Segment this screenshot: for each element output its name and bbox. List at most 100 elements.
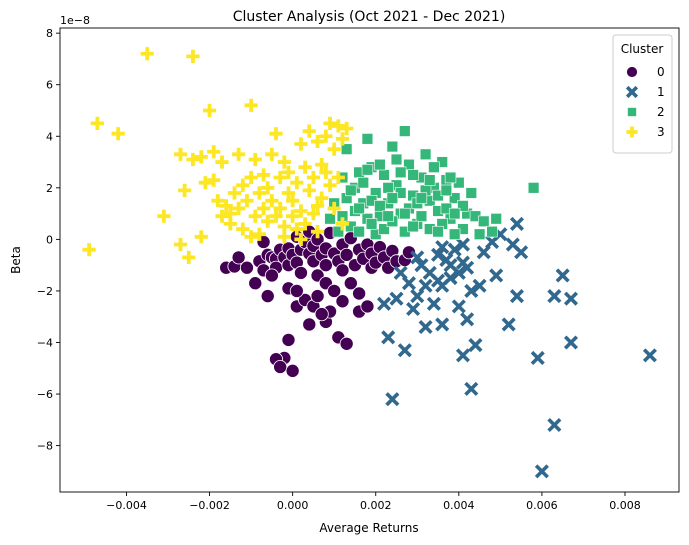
- cluster-2-point: [399, 207, 411, 220]
- cluster-0-point: [264, 268, 279, 283]
- cluster-3-point: [281, 165, 296, 179]
- y-tick-label: −8: [37, 440, 53, 453]
- cluster-3-point: [294, 232, 308, 246]
- cluster-3-point: [302, 183, 316, 197]
- cluster-3-point: [261, 181, 275, 195]
- cluster-1-point: [530, 350, 545, 365]
- cluster-1-point: [563, 335, 579, 350]
- cluster-1-point: [534, 464, 549, 479]
- cluster-3-point: [232, 147, 246, 161]
- cluster-3-point: [269, 209, 283, 223]
- cluster-3-point: [306, 170, 321, 185]
- cluster-3-point: [335, 132, 350, 146]
- cluster-0-point: [248, 276, 263, 291]
- cluster-1-point: [464, 283, 479, 298]
- cluster-0-point: [335, 294, 350, 309]
- cluster-3-point: [248, 152, 262, 167]
- cluster-1-point: [410, 250, 425, 265]
- cluster-3-point: [335, 217, 350, 231]
- cluster-1-point: [381, 330, 396, 345]
- cluster-2-point: [415, 192, 428, 204]
- cluster-2-point: [361, 164, 374, 176]
- cluster-3-point: [323, 178, 337, 192]
- cluster-3-point: [327, 201, 341, 216]
- cluster-1-point: [472, 278, 487, 293]
- points-layer: [82, 47, 657, 479]
- cluster-3-point: [319, 165, 333, 179]
- cluster-3-point: [310, 199, 325, 213]
- cluster-1-point: [451, 299, 466, 314]
- cluster-3-point: [173, 147, 188, 161]
- cluster-0-point: [302, 317, 317, 332]
- y-axis-ticks: −8 −6 −4 −2 0 2 4 6 8: [37, 27, 60, 453]
- cluster-0-point: [360, 299, 375, 314]
- cluster-0-point: [260, 289, 275, 304]
- cluster-3-point: [277, 230, 291, 244]
- cluster-3-point: [202, 103, 217, 118]
- cluster-3-point: [215, 155, 229, 169]
- cluster-2-point: [390, 153, 403, 166]
- x-tick-label: 0.006: [526, 499, 558, 512]
- cluster-3-point: [286, 194, 300, 208]
- cluster-3-point: [211, 194, 225, 208]
- cluster-1-point: [460, 312, 475, 327]
- legend-label-1: 1: [657, 85, 665, 99]
- cluster-0-point: [339, 247, 354, 262]
- legend-label-3: 3: [657, 125, 665, 139]
- cluster-2-point: [399, 125, 411, 137]
- cluster-1-point: [431, 247, 446, 262]
- cluster-3-point: [186, 152, 200, 167]
- cluster-1-point: [389, 291, 404, 306]
- cluster-1-point: [547, 289, 562, 304]
- cluster-3-point: [331, 170, 345, 185]
- cluster-1-point: [377, 296, 392, 311]
- legend-label-0: 0: [657, 65, 665, 79]
- cluster-3-point: [207, 145, 221, 159]
- y-tick-label: −2: [37, 285, 53, 298]
- cluster-0-point: [281, 332, 296, 347]
- cluster-2-point: [353, 225, 365, 238]
- cluster-3-point: [111, 127, 125, 141]
- cluster-2-point: [374, 158, 386, 171]
- cluster-2-point: [415, 210, 428, 222]
- cluster-2-point: [432, 225, 444, 238]
- cluster-1-point: [418, 319, 433, 335]
- cluster-3-point: [315, 158, 329, 172]
- cluster-3-point: [198, 176, 213, 190]
- cluster-3-point: [223, 207, 237, 221]
- cluster-1-point: [555, 268, 570, 283]
- cluster-3-point: [310, 134, 325, 149]
- cluster-3-point: [269, 127, 283, 141]
- cluster-3-point: [90, 116, 104, 130]
- cluster-3-point: [227, 186, 242, 200]
- y-scale-label: 1e−8: [60, 14, 90, 27]
- cluster-3-point: [327, 142, 341, 156]
- cluster-1-point: [509, 216, 525, 231]
- cluster-2-point: [486, 225, 498, 238]
- y-tick-label: −4: [37, 336, 53, 349]
- cluster-3-point: [140, 47, 154, 61]
- cluster-2-point: [340, 143, 353, 155]
- cluster-3-point: [315, 191, 329, 205]
- cluster-1-point: [563, 291, 579, 306]
- x-axis-label: Average Returns: [319, 521, 418, 535]
- cluster-1-point: [426, 296, 441, 311]
- cluster-1-point: [468, 338, 483, 353]
- y-tick-label: 8: [46, 27, 53, 40]
- cluster-2-point: [448, 192, 461, 204]
- cluster-3-point: [236, 222, 250, 236]
- y-tick-label: −6: [37, 388, 53, 401]
- cluster-3-point: [248, 209, 262, 223]
- cluster-1-point: [455, 237, 471, 252]
- cluster-3-point: [82, 243, 96, 257]
- cluster-0-point: [352, 286, 367, 301]
- cluster-3-point: [298, 217, 312, 231]
- cluster-1-point: [443, 258, 458, 273]
- cluster-3-point: [302, 124, 316, 138]
- plot-frame: [59, 27, 680, 493]
- cluster-3-point: [182, 250, 196, 265]
- cluster-3-point: [194, 230, 208, 244]
- cluster-0-point: [273, 359, 288, 374]
- cluster-3-point: [232, 201, 246, 216]
